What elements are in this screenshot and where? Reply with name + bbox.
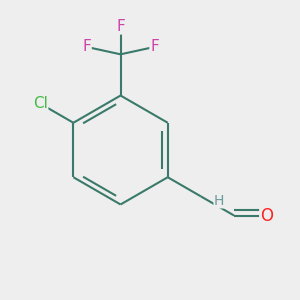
Text: F: F <box>150 39 159 54</box>
Text: F: F <box>116 19 125 34</box>
Text: F: F <box>82 39 91 54</box>
Text: O: O <box>260 206 273 224</box>
Text: Cl: Cl <box>33 96 48 111</box>
Text: H: H <box>214 194 224 208</box>
